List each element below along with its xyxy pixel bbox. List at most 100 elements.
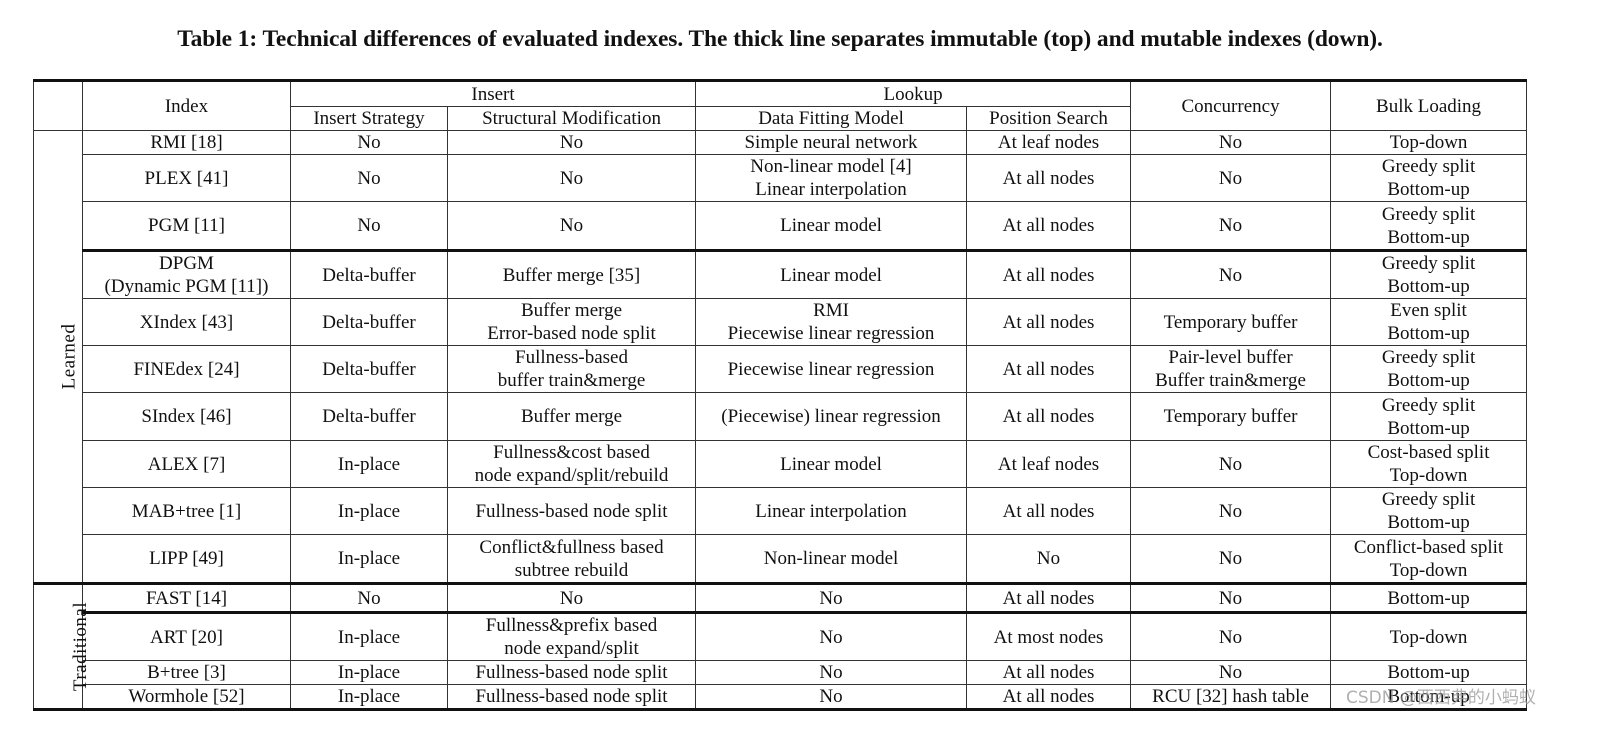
cell-bulk-loading: Top-down	[1330, 130, 1528, 155]
cell-text: At all nodes	[1002, 587, 1095, 609]
table-row: MAB+tree [1] In-place Fullness-based node …	[34, 487, 1528, 535]
cell-data-fitting-model: No	[695, 660, 968, 685]
cell-text: In-place	[337, 548, 401, 569]
cell-insert-strategy: In-place	[290, 440, 448, 488]
cell-position-search: At all nodes	[966, 660, 1132, 685]
table-row: Wormhole [52] In-place Fullness-based node…	[34, 684, 1528, 710]
header-structural-modification: Structural Modification	[446, 106, 697, 131]
cell-text: Delta-buffer	[322, 264, 416, 286]
header-row-2: Insert Strategy Structural Modification …	[34, 106, 1527, 131]
cell-concurrency: Temporary buffer	[1130, 298, 1332, 346]
cell-text: No	[1218, 132, 1243, 153]
cell-text: Bottom-up	[1387, 417, 1470, 439]
cell-data-fitting-model: No	[695, 582, 968, 613]
cell-index: PLEX [41]	[82, 154, 291, 202]
group-learned: Learned	[33, 130, 83, 584]
cell-bulk-loading: Greedy split Bottom-up	[1330, 487, 1528, 535]
cell-text: Fullness-based node split	[475, 500, 668, 522]
cell-text: No	[357, 167, 381, 189]
cell-text: Simple neural network	[744, 132, 918, 153]
cell-insert-strategy: Delta-buffer	[290, 392, 448, 441]
cell-text: XIndex [43]	[139, 311, 234, 333]
table-row: B+tree [3] In-place Fullness-based node sp…	[34, 660, 1528, 685]
cell-text: No	[1218, 587, 1243, 609]
cell-text: Bottom-up	[1387, 370, 1470, 391]
cell-text: Buffer merge [35]	[502, 264, 641, 286]
cell-text: No	[559, 215, 584, 236]
cell-text: Fullness-based node split	[475, 662, 668, 683]
cell-text: Piecewise linear regression	[727, 358, 935, 380]
cell-concurrency: No	[1130, 440, 1332, 488]
cell-text: Top-down	[1389, 465, 1468, 486]
cell-text: Cost-based split	[1367, 442, 1490, 463]
cell-bulk-loading: Greedy split Bottom-up	[1330, 345, 1528, 393]
table-row: PGM [11] No No Linear model At all nodes No Gr…	[34, 201, 1528, 251]
cell-text: No	[559, 167, 584, 189]
cell-position-search: At all nodes	[966, 249, 1132, 299]
cell-position-search: At all nodes	[966, 487, 1132, 535]
cell-text: Greedy split	[1381, 156, 1476, 177]
cell-structural-modification: Buffer merge [35]	[446, 249, 697, 299]
cell-text: buffer train&merge	[497, 370, 646, 391]
cell-text: Non-linear model [4]	[750, 156, 912, 177]
cell-text: Conflict-based split	[1353, 536, 1504, 558]
cell-text: B+tree [3]	[147, 662, 226, 683]
header-concurrency: Concurrency	[1130, 80, 1332, 131]
cell-text: No	[559, 132, 584, 153]
cell-index: XIndex [43]	[82, 298, 291, 346]
cell-concurrency: No	[1130, 201, 1332, 251]
cell-position-search: No	[966, 534, 1132, 584]
cell-text: No	[1218, 548, 1243, 569]
cell-position-search: At leaf nodes	[966, 130, 1132, 155]
cell-text: (Piecewise) linear regression	[721, 406, 941, 427]
cell-structural-modification: Buffer merge Error-based node split	[446, 298, 697, 346]
table-row: Traditional FAST [14] No No No At all nodes No…	[33, 582, 1528, 710]
cell-text: At all nodes	[1002, 662, 1095, 683]
cell-text: At leaf nodes	[997, 453, 1100, 475]
cell-insert-strategy: No	[290, 201, 448, 251]
cell-insert-strategy: In-place	[290, 611, 448, 661]
cell-insert-strategy: In-place	[290, 660, 448, 685]
cell-text: At all nodes	[1002, 358, 1095, 380]
cell-concurrency: No	[1130, 130, 1332, 155]
cell-text: In-place	[337, 662, 401, 683]
header-bulk-loading: Bulk Loading	[1330, 80, 1528, 131]
cell-data-fitting-model: Non-linear model	[695, 534, 968, 584]
cell-text: No	[819, 587, 843, 609]
cell-text: Top-down	[1389, 559, 1468, 581]
cell-position-search: At most nodes	[966, 611, 1132, 661]
cell-text: Buffer train&merge	[1155, 370, 1306, 391]
cell-index: ALEX [7]	[82, 440, 291, 488]
cell-concurrency: No	[1130, 611, 1332, 661]
cell-text: No	[1218, 264, 1243, 286]
cell-index: DPGM (Dynamic PGM [11])	[82, 249, 291, 299]
cell-position-search: At all nodes	[966, 345, 1132, 393]
cell-insert-strategy: In-place	[290, 534, 448, 584]
cell-data-fitting-model: RMI Piecewise linear regression	[695, 298, 968, 346]
table-row: ART [20] In-place Fullness&prefix based nod…	[34, 611, 1528, 661]
group-label: Learned	[58, 323, 80, 390]
cell-text: LIPP [49]	[149, 548, 224, 569]
table-row: DPGM (Dynamic PGM [11]) Delta-buffer Buffer…	[34, 249, 1528, 299]
cell-text: No	[357, 587, 381, 609]
table-row: LIPP [49] In-place Conflict&fullness based…	[34, 534, 1528, 584]
cell-text: Linear model	[780, 264, 882, 286]
cell-structural-modification: No	[446, 154, 697, 202]
cell-text: In-place	[337, 626, 401, 648]
cell-text: At all nodes	[1002, 500, 1095, 522]
cell-data-fitting-model: Non-linear model [4] Linear interpolation	[695, 154, 968, 202]
cell-position-search: At leaf nodes	[966, 440, 1132, 488]
cell-text: FAST [14]	[145, 587, 228, 609]
cell-position-search: At all nodes	[966, 582, 1132, 613]
cell-text: Buffer merge	[520, 300, 623, 321]
cell-bulk-loading: Greedy split Bottom-up	[1330, 249, 1528, 299]
cell-text: Bottom-up	[1387, 662, 1470, 683]
cell-text: Temporary buffer	[1163, 406, 1298, 427]
cell-text: DPGM	[159, 253, 214, 274]
cell-structural-modification: No	[446, 582, 697, 613]
cell-text: In-place	[337, 453, 401, 475]
cell-data-fitting-model: Linear model	[695, 440, 968, 488]
cell-text: No	[559, 587, 584, 609]
group-label: Traditional	[70, 601, 92, 692]
cell-structural-modification: Fullness-based node split	[446, 660, 697, 685]
